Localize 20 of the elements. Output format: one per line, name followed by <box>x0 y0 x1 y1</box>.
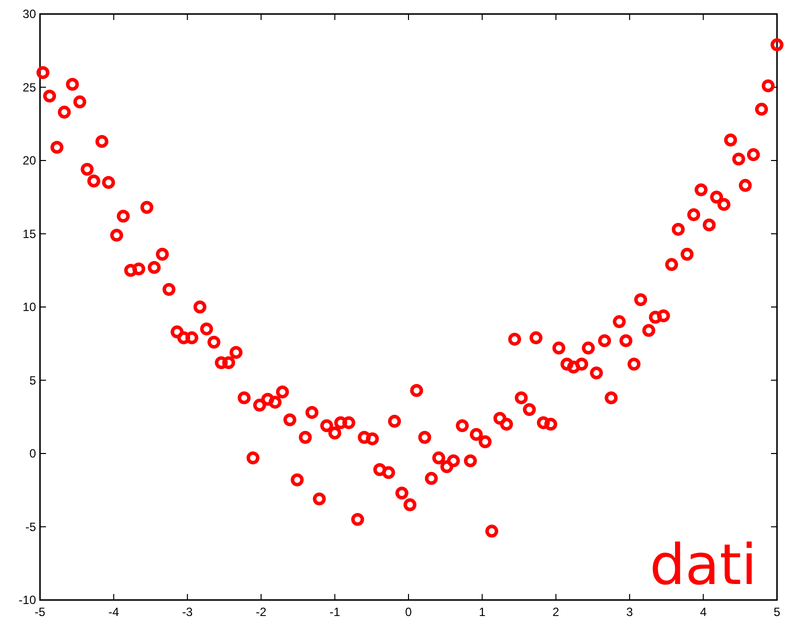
y-tick-label: 30 <box>22 7 36 21</box>
y-tick-label: 0 <box>29 446 36 460</box>
x-tick-label: 2 <box>552 605 560 619</box>
y-tick-label: -10 <box>18 593 36 607</box>
y-tick-label: 20 <box>22 154 36 168</box>
x-tick-label: -2 <box>256 605 267 619</box>
x-tick-label: -4 <box>108 605 120 619</box>
x-tick-label: -3 <box>182 605 194 619</box>
x-tick-label: -1 <box>329 605 340 619</box>
x-tick-label: 4 <box>700 605 707 619</box>
y-tick-label: -5 <box>25 520 36 534</box>
annotation: dati <box>650 533 757 598</box>
y-tick-label: 25 <box>22 80 36 94</box>
x-tick-label: 1 <box>478 605 486 619</box>
x-tick-label: 3 <box>626 605 634 619</box>
y-tick-label: 15 <box>22 226 36 241</box>
y-tick-label: 5 <box>29 373 36 388</box>
x-tick-label: 5 <box>774 605 781 619</box>
x-tick-label: 0 <box>405 605 412 619</box>
y-tick-label: 10 <box>22 300 36 314</box>
